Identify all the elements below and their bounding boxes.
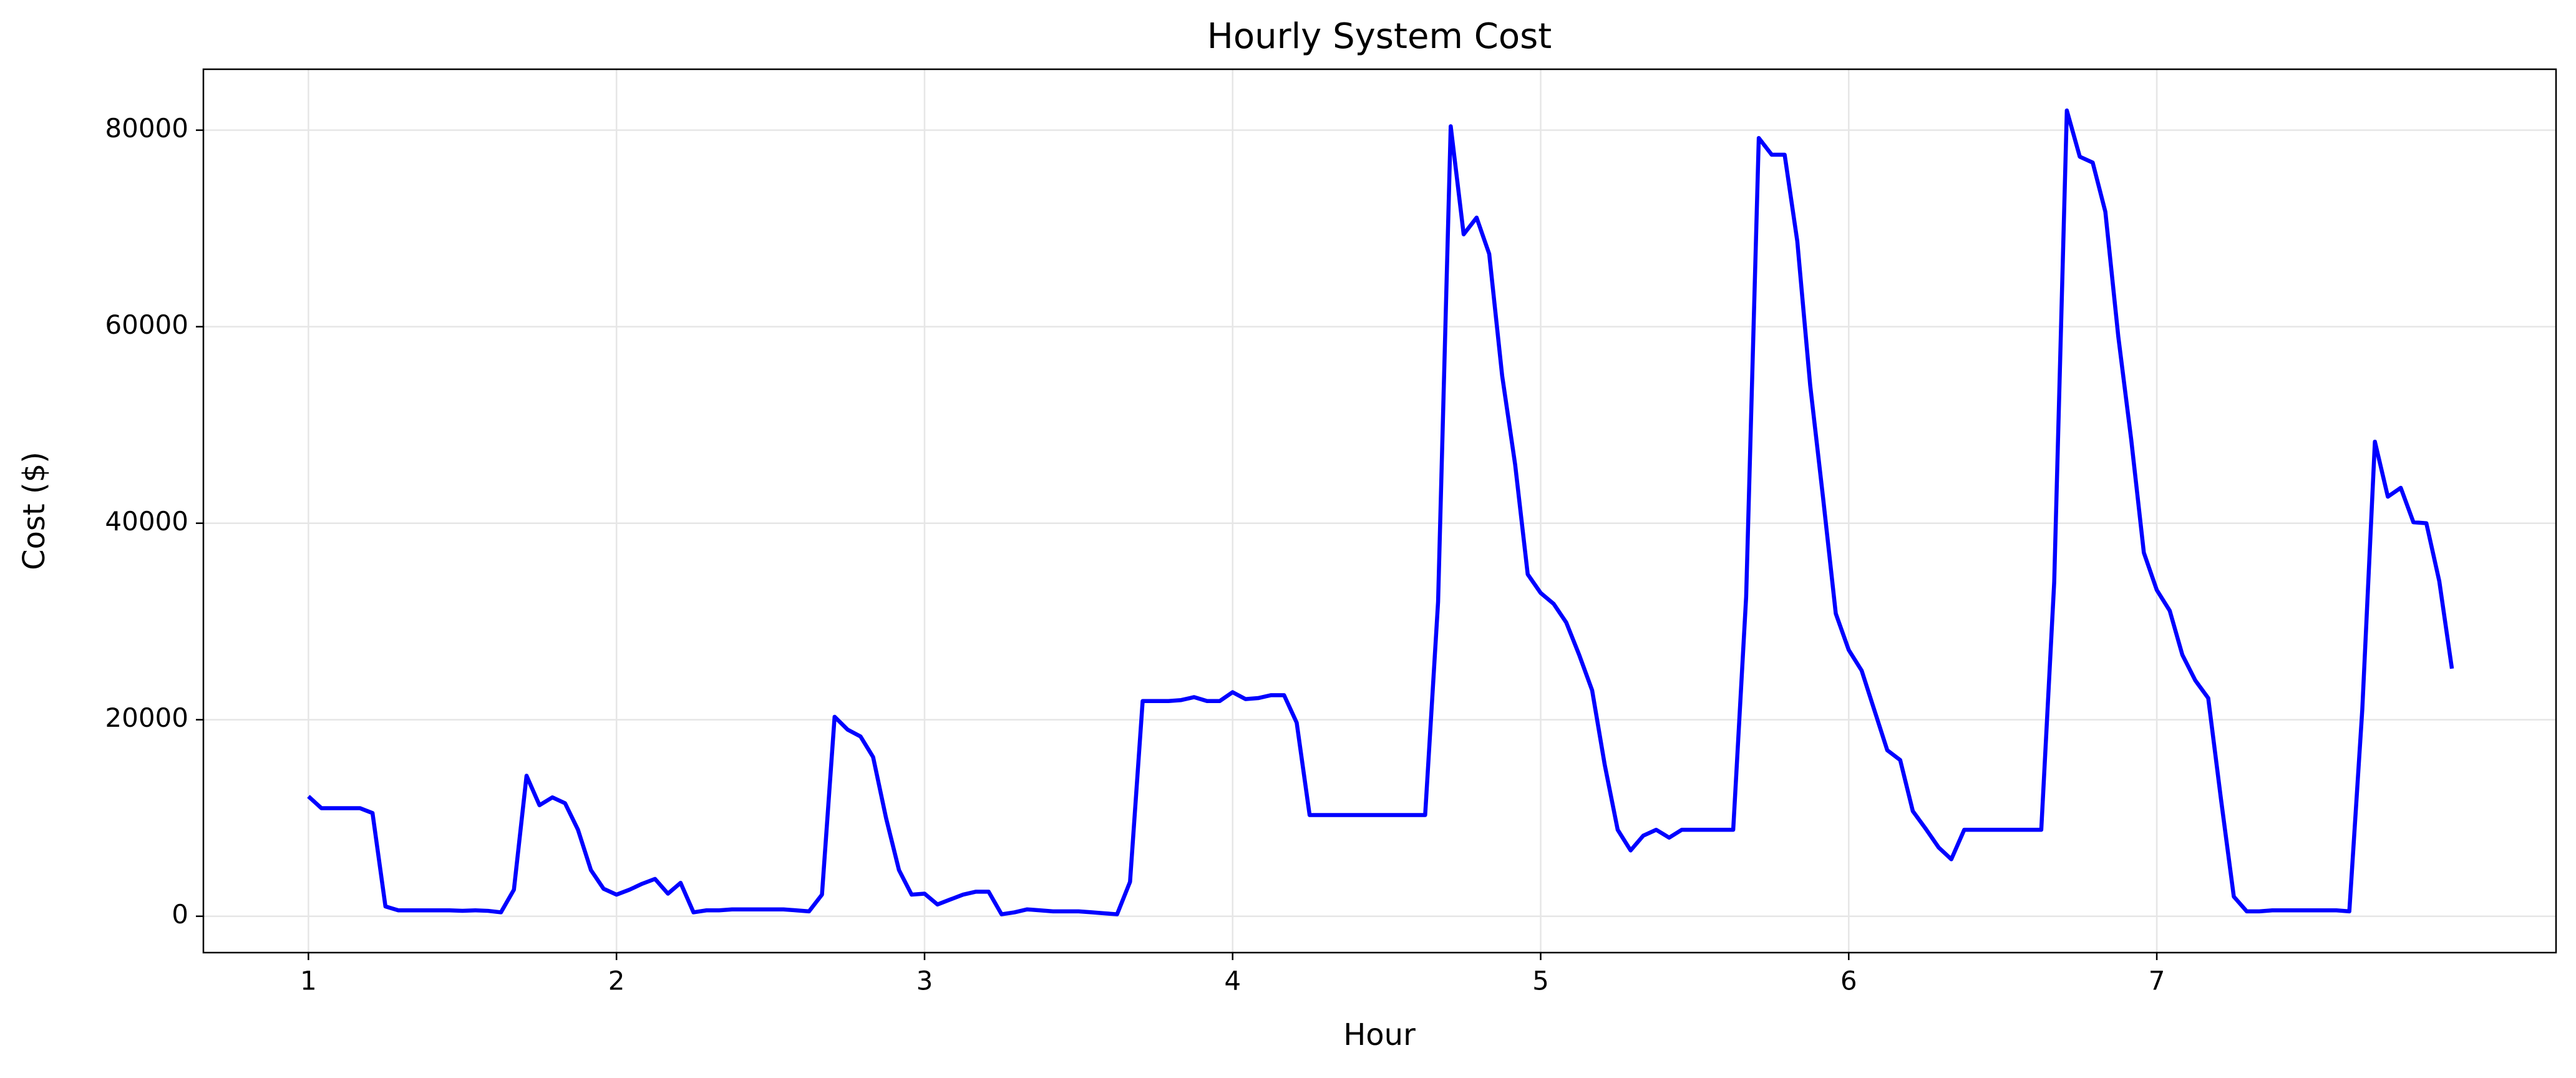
plot-frame [202, 68, 2557, 954]
y-tick-label: 80000 [105, 113, 188, 143]
x-tick-label: 3 [916, 966, 933, 996]
x-tick-label: 4 [1224, 966, 1241, 996]
y-tick-label: 0 [172, 899, 188, 930]
x-tick-label: 5 [1532, 966, 1549, 996]
y-tick-label: 40000 [105, 506, 188, 537]
x-tick-label: 7 [2149, 966, 2165, 996]
y-tick-label: 20000 [105, 702, 188, 733]
y-axis-label: Cost ($) [17, 452, 52, 570]
data-line [307, 108, 2454, 916]
x-tick-label: 6 [1840, 966, 1857, 996]
x-axis-label: Hour [1343, 1017, 1416, 1052]
x-tick-label: 1 [300, 966, 317, 996]
y-tick-label: 60000 [105, 309, 188, 340]
x-tick-label: 2 [608, 966, 625, 996]
chart-title: Hourly System Cost [1207, 16, 1552, 57]
